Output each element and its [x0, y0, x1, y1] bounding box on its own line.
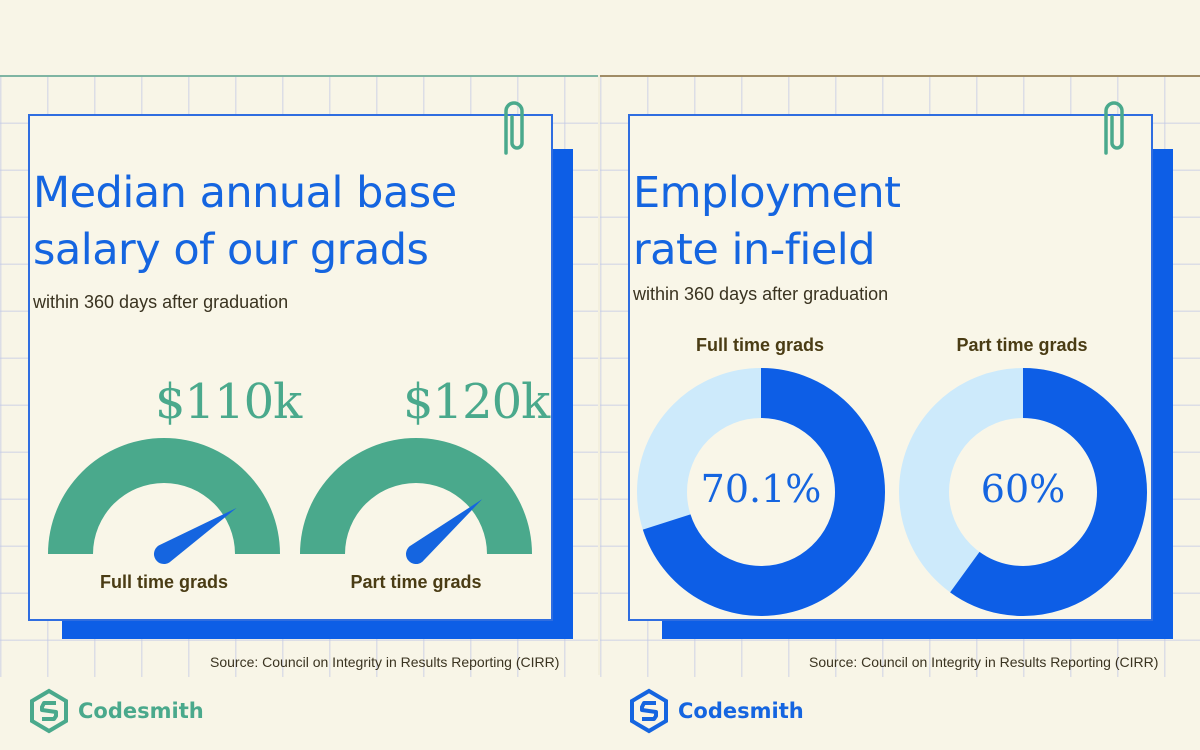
- gauge-arc-full-time: [48, 438, 280, 554]
- salary-title: Median annual base salary of our grads: [33, 165, 523, 279]
- employment-subtitle: within 360 days after graduation: [633, 284, 889, 304]
- donut-value-full-time: 70.1%: [700, 467, 822, 511]
- donut-value-part-time: 60%: [980, 467, 1066, 511]
- salary-title-line1: Median annual base: [33, 168, 457, 218]
- employment-donuts: [637, 368, 1147, 616]
- employment-source: Source: Council on Integrity in Results …: [809, 654, 1159, 670]
- codesmith-hexagon-icon: [30, 688, 68, 734]
- employment-card: [628, 114, 1153, 621]
- gauge-value-part-time: $120k: [403, 374, 550, 430]
- salary-source: Source: Council on Integrity in Results …: [210, 654, 560, 670]
- gauge-arc-part-time: [300, 438, 532, 554]
- salary-gauges: [48, 438, 532, 565]
- salary-card: [28, 114, 553, 621]
- codesmith-logo-text: Codesmith: [78, 699, 204, 723]
- employment-title-line2: rate in-field: [633, 225, 876, 275]
- donut-label-full-time: Full time grads: [695, 335, 825, 355]
- codesmith-logo-right: Codesmith: [628, 688, 804, 734]
- donut-label-part-time: Part time grads: [956, 335, 1088, 355]
- employment-title: Employment rate in-field: [633, 165, 1123, 279]
- donut-slice-part-time: [950, 368, 1147, 616]
- employment-panel: Employment rate in-field within 360 days…: [600, 75, 1200, 677]
- gauge-needle-part-time: [405, 499, 483, 565]
- codesmith-hexagon-icon: [630, 688, 668, 734]
- employment-title-line1: Employment: [633, 168, 901, 218]
- gauge-label-part-time: Part time grads: [350, 572, 482, 592]
- codesmith-logo-text: Codesmith: [678, 699, 804, 723]
- gauge-value-full-time: $110k: [155, 374, 302, 430]
- gauge-label-full-time: Full time grads: [99, 572, 229, 592]
- paperclip-icon: [1104, 101, 1124, 155]
- salary-panel: Median annual base salary of our grads w…: [0, 75, 600, 677]
- codesmith-logo-left: Codesmith: [28, 688, 204, 734]
- salary-subtitle: within 360 days after graduation: [33, 292, 289, 312]
- salary-title-line2: salary of our grads: [33, 225, 429, 275]
- gauge-needle-full-time: [153, 507, 237, 565]
- paperclip-icon: [504, 101, 524, 155]
- donut-slice-full-time: [642, 368, 885, 616]
